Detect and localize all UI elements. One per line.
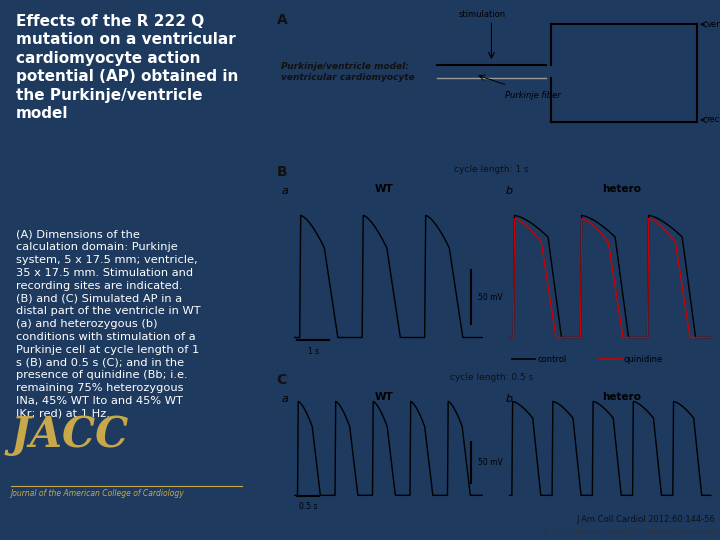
- Text: Journal of the American College of Cardiology: Journal of the American College of Cardi…: [11, 489, 184, 498]
- Text: 0.5 s: 0.5 s: [299, 502, 318, 511]
- Text: C: C: [276, 373, 287, 387]
- Text: recording: recording: [706, 116, 720, 124]
- Text: J Am Coll Cardiol 2012;60:144-56: J Am Coll Cardiol 2012;60:144-56: [577, 515, 716, 524]
- Text: cycle length: 0.5 s: cycle length: 0.5 s: [450, 373, 533, 382]
- Text: quinidine: quinidine: [624, 355, 663, 363]
- Text: Effects of the R 222 Q
mutation on a ventricular
cardiomyocyte action
potential : Effects of the R 222 Q mutation on a ven…: [16, 14, 238, 122]
- Text: ventricle: ventricle: [706, 20, 720, 29]
- Text: a: a: [281, 394, 288, 404]
- Text: hetero: hetero: [602, 184, 642, 194]
- Text: b: b: [505, 186, 512, 197]
- Text: stimulation: stimulation: [459, 10, 506, 19]
- Text: 50 mV: 50 mV: [477, 293, 503, 301]
- Text: control: control: [537, 355, 567, 363]
- Text: cycle length: 1 s: cycle length: 1 s: [454, 165, 528, 174]
- Text: a: a: [281, 186, 288, 197]
- Text: hetero: hetero: [602, 392, 642, 402]
- Text: WT: WT: [374, 184, 393, 194]
- Text: B: B: [276, 165, 287, 179]
- Text: b: b: [505, 394, 512, 404]
- Text: © 2009 American College of Cardiology Foundation: © 2009 American College of Cardiology Fo…: [543, 528, 716, 535]
- Text: (A) Dimensions of the
calculation domain: Purkinje
system, 5 x 17.5 mm; ventricl: (A) Dimensions of the calculation domain…: [16, 230, 200, 418]
- Text: 1 s: 1 s: [307, 347, 319, 356]
- Text: JACC: JACC: [11, 414, 129, 456]
- Text: Purkinje/ventricle model:
ventricular cardiomyocyte: Purkinje/ventricle model: ventricular ca…: [281, 62, 415, 82]
- Text: WT: WT: [374, 392, 393, 402]
- Text: A: A: [276, 14, 287, 28]
- Text: Purkinje fiber: Purkinje fiber: [505, 91, 561, 100]
- Text: 50 mV: 50 mV: [477, 458, 503, 467]
